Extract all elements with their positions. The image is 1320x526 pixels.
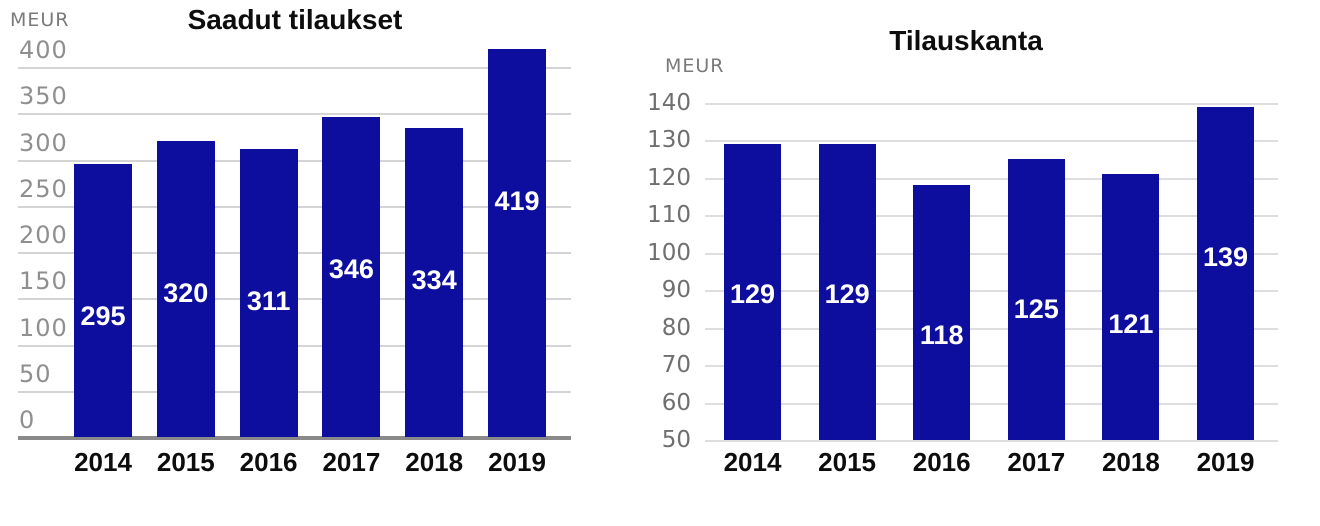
- bar-2017: 346: [322, 116, 381, 437]
- bar-2016: 118: [913, 185, 971, 440]
- x-tick-label-2019: 2019: [1196, 447, 1255, 477]
- bar-value-label: 311: [246, 286, 291, 317]
- x-tick-label-2014: 2014: [74, 447, 132, 477]
- bar-value-label: 419: [494, 186, 540, 217]
- gridline: [705, 402, 1278, 405]
- y-tick-label: 200: [19, 221, 68, 249]
- bar-value-label: 129: [729, 279, 776, 310]
- x-tick-label-2016: 2016: [912, 447, 971, 477]
- gridline: [705, 440, 1278, 442]
- bar-2018: 121: [1102, 174, 1160, 440]
- x-tick-label-2014: 2014: [723, 447, 782, 477]
- x-axis-baseline: [18, 436, 571, 440]
- gridline: [705, 290, 1278, 293]
- gridline: [705, 140, 1278, 143]
- bar-2014: 295: [74, 164, 132, 437]
- bar-value-label: 121: [1108, 309, 1154, 340]
- bar-value-label: 125: [1013, 294, 1059, 325]
- bar-value-label: 129: [824, 279, 870, 310]
- bar-2019: 419: [488, 49, 546, 437]
- gridline: [705, 215, 1278, 218]
- gridline: [705, 177, 1278, 180]
- bar-2015: 320: [156, 141, 215, 437]
- gridline: [705, 252, 1278, 255]
- y-tick-label: 130: [647, 127, 691, 154]
- x-tick-label-2018: 2018: [405, 447, 464, 477]
- gridline: [705, 365, 1278, 368]
- bar-2016: 311: [239, 149, 298, 437]
- x-tick-label-2015: 2015: [818, 447, 877, 477]
- chart-title: Saadut tilaukset: [187, 4, 403, 35]
- y-tick-label: 120: [647, 164, 691, 191]
- bar-value-label: 295: [80, 301, 126, 332]
- y-tick-label: 90: [661, 277, 691, 304]
- gridline: [705, 103, 1278, 105]
- y-tick-label: 350: [19, 82, 68, 111]
- bar-2014: 129: [724, 144, 781, 440]
- y-tick-label: 100: [19, 313, 68, 342]
- y-axis-unit-label: MEUR: [10, 9, 70, 31]
- x-tick-label-2019: 2019: [488, 447, 546, 477]
- y-tick-label: 0: [19, 406, 36, 434]
- y-tick-label: 70: [661, 352, 691, 379]
- bar-2017: 125: [1007, 159, 1065, 440]
- chart-title: Tilauskanta: [889, 25, 1043, 56]
- x-tick-label-2016: 2016: [239, 447, 298, 477]
- gridline: [705, 327, 1278, 330]
- y-tick-label: 250: [19, 174, 68, 203]
- gridline: [18, 67, 571, 69]
- bar-2019: 139: [1197, 106, 1254, 440]
- x-tick-label-2018: 2018: [1101, 447, 1160, 477]
- y-tick-label: 400: [19, 36, 68, 64]
- y-tick-label: 300: [19, 128, 68, 157]
- y-tick-label: 150: [19, 267, 68, 296]
- y-axis-unit-label: MEUR: [665, 55, 725, 77]
- bar-value-label: 334: [411, 265, 457, 296]
- y-tick-label: 100: [647, 239, 691, 266]
- x-tick-label-2015: 2015: [156, 447, 215, 477]
- y-tick-label: 60: [661, 389, 691, 416]
- bar-2018: 334: [405, 128, 464, 437]
- x-tick-label-2017: 2017: [322, 447, 381, 477]
- bar-value-label: 118: [919, 320, 964, 351]
- y-tick-label: 110: [647, 202, 691, 229]
- y-tick-label: 80: [661, 314, 691, 341]
- bar-value-label: 139: [1202, 241, 1249, 272]
- gridline: [18, 113, 571, 116]
- bar-2015: 129: [818, 144, 876, 440]
- y-tick-label: 50: [661, 427, 691, 453]
- y-tick-label: 140: [647, 90, 691, 116]
- bar-value-label: 346: [328, 253, 374, 284]
- bar-value-label: 320: [163, 278, 209, 308]
- y-tick-label: 50: [19, 359, 52, 388]
- x-tick-label-2017: 2017: [1007, 447, 1066, 477]
